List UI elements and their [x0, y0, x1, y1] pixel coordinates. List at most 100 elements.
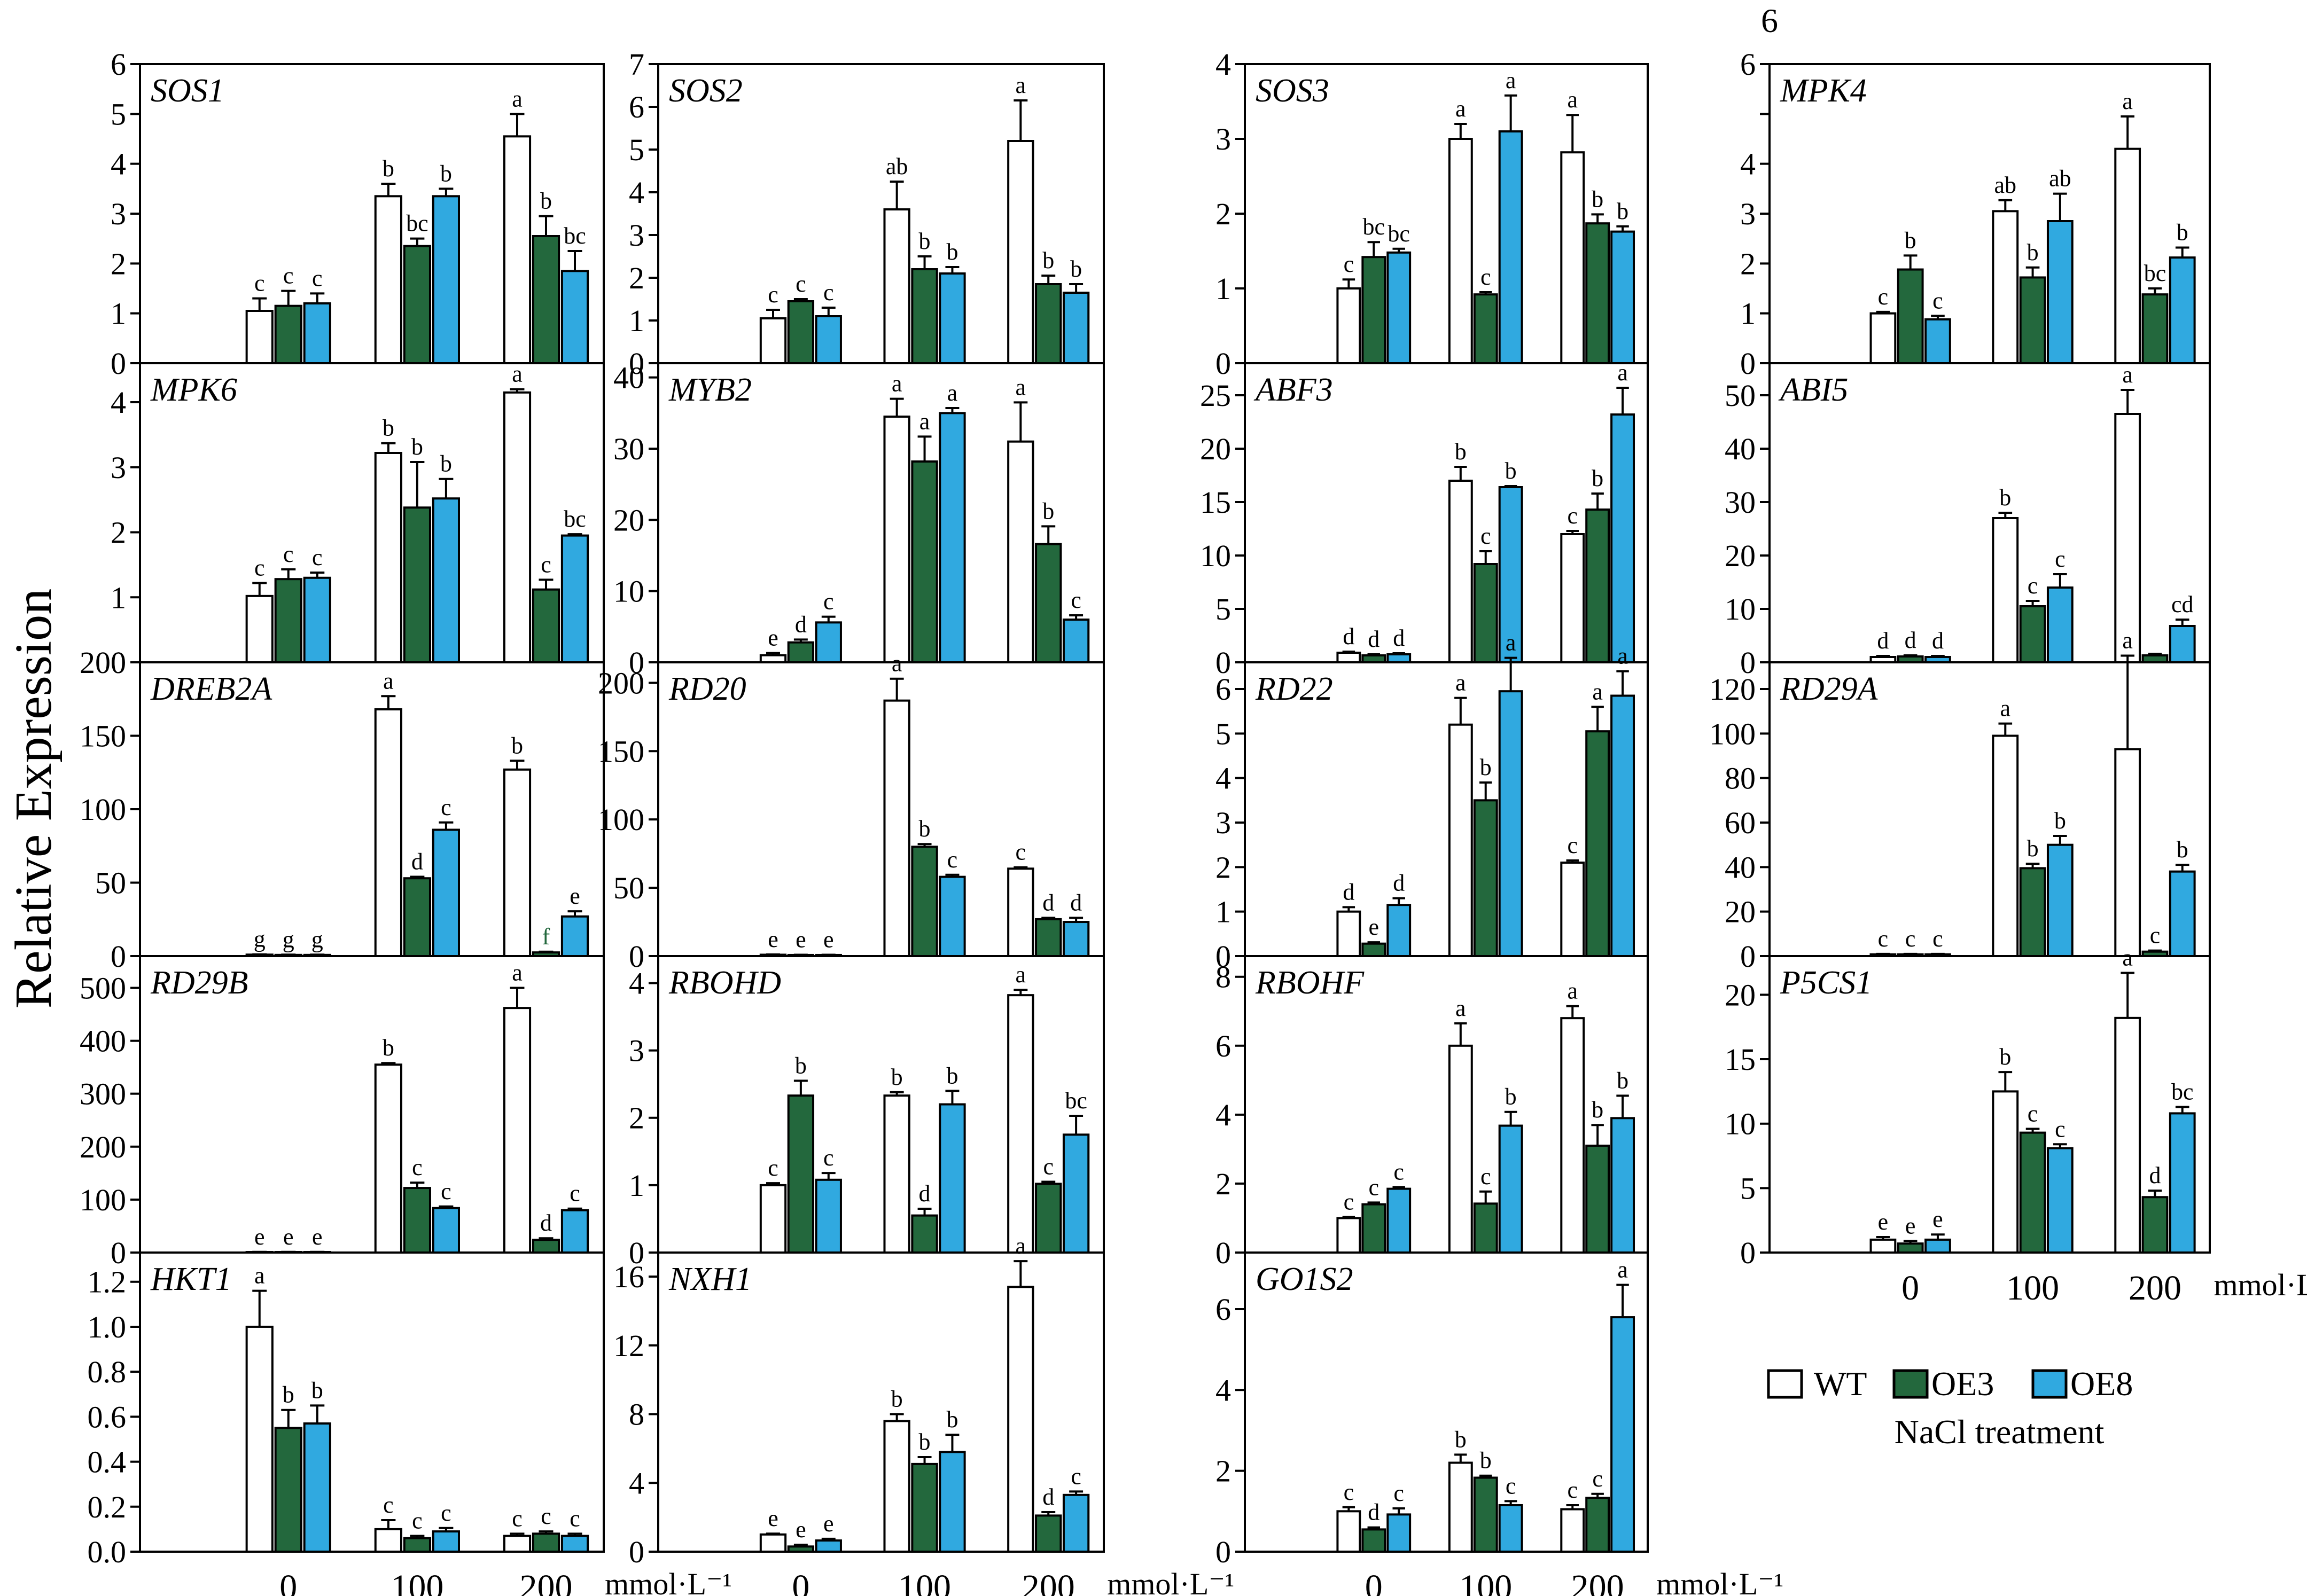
- bar-wt: [2114, 1016, 2141, 1254]
- bar-oe8: [1062, 619, 1090, 663]
- significance-label: d: [1070, 889, 1082, 916]
- bar-oe8: [1062, 921, 1090, 957]
- bar-oe8: [1062, 1133, 1090, 1254]
- y-tick-label: 0.8: [88, 1355, 127, 1389]
- significance-label: c: [412, 1154, 423, 1180]
- significance-label: a: [2122, 944, 2133, 971]
- significance-label: d: [919, 1180, 931, 1207]
- bar-oe3: [274, 1427, 302, 1553]
- y-tick-label: 100: [80, 792, 126, 827]
- y-tick-label: 40: [613, 361, 644, 395]
- y-tick-label: 0: [1215, 1535, 1231, 1569]
- bar-wt: [1007, 867, 1034, 957]
- significance-label: b: [1505, 1084, 1517, 1110]
- panel-frame: [1768, 955, 2211, 1254]
- significance-label: c: [1480, 523, 1491, 549]
- y-tick-label: 20: [1725, 895, 1756, 929]
- y-tick-label: 6: [1215, 672, 1231, 707]
- significance-label: a: [1506, 67, 1516, 93]
- y-tick-label: 4: [1215, 1373, 1231, 1407]
- bar-wt: [374, 1528, 402, 1553]
- significance-label: b: [1455, 439, 1467, 465]
- significance-label: c: [1567, 1477, 1578, 1503]
- significance-label: c: [1071, 1463, 1081, 1489]
- y-tick-label: 100: [80, 1183, 126, 1217]
- y-tick-label: 300: [80, 1077, 126, 1112]
- significance-label: d: [411, 849, 423, 875]
- panel-title: RD20: [668, 671, 746, 707]
- significance-label: e: [1878, 1209, 1889, 1235]
- significance-label: c: [823, 1145, 834, 1171]
- bar-oe3: [1585, 222, 1610, 364]
- bar-wt: [245, 1325, 274, 1553]
- significance-label: b: [411, 434, 423, 460]
- significance-label: c: [768, 1155, 778, 1181]
- x-category-label: 0: [279, 1568, 297, 1596]
- significance-label: c: [1043, 1154, 1054, 1180]
- y-tick-label: 0: [1740, 346, 1756, 381]
- bar-wt: [1336, 1510, 1361, 1553]
- significance-label: c: [1480, 264, 1491, 290]
- panel-frame: [139, 1251, 605, 1553]
- bar-oe3: [403, 877, 431, 957]
- bar-wt: [1336, 287, 1361, 364]
- panel-frame: [1768, 362, 2211, 663]
- panel-title: RD29A: [1780, 671, 1879, 707]
- bar-wt: [374, 708, 402, 957]
- significance-label: b: [440, 451, 452, 477]
- bar-oe8: [303, 576, 331, 663]
- bar-oe3: [911, 268, 938, 364]
- significance-label: b: [1070, 256, 1082, 282]
- bar-wt: [1560, 1508, 1585, 1553]
- y-tick-label: 0.4: [88, 1445, 127, 1480]
- y-tick-label: 3: [111, 450, 126, 485]
- significance-label: c: [541, 1503, 551, 1529]
- y-tick-label: 4: [1215, 47, 1231, 82]
- significance-label: d: [1042, 889, 1054, 916]
- y-tick-label: 10: [613, 574, 644, 609]
- significance-label: c: [823, 279, 834, 306]
- y-tick-label: 2: [629, 261, 644, 295]
- bar-oe3: [911, 846, 938, 958]
- bar-oe3: [1585, 730, 1610, 957]
- bar-wt: [2114, 147, 2141, 364]
- significance-label: e: [312, 1224, 323, 1250]
- bar-oe8: [939, 875, 966, 958]
- legend-swatch-oe3: [1892, 1369, 1929, 1399]
- significance-label: g: [283, 926, 294, 952]
- significance-label: e: [768, 926, 778, 952]
- significance-label: e: [570, 883, 580, 909]
- bar-oe3: [787, 1545, 815, 1553]
- bar-oe8: [432, 195, 460, 364]
- y-tick-label: 150: [80, 719, 126, 754]
- bar-oe3: [2141, 1196, 2169, 1254]
- y-tick-label: 15: [1200, 485, 1231, 520]
- bar-wt: [1992, 517, 2019, 663]
- bar-oe8: [1386, 653, 1412, 663]
- significance-label: b: [919, 228, 931, 254]
- y-tick-label: 6: [111, 47, 126, 82]
- y-tick-label: 1: [629, 303, 644, 338]
- bar-oe8: [2169, 870, 2196, 957]
- panel-title: SOS2: [669, 73, 743, 109]
- bar-oe8: [2046, 220, 2074, 364]
- bar-oe8: [2169, 256, 2196, 364]
- significance-label: c: [312, 265, 323, 291]
- bar-oe8: [432, 497, 460, 664]
- y-tick-label: 6: [1740, 47, 1756, 82]
- panel-title: RD22: [1255, 671, 1333, 707]
- bar-wt: [1007, 140, 1034, 364]
- significance-label: c: [254, 554, 265, 581]
- legend-label-oe3: OE3: [1931, 1365, 1994, 1403]
- y-tick-label: 2: [111, 246, 126, 281]
- y-tick-label: 0: [629, 1535, 644, 1569]
- bar-oe8: [1610, 1316, 1635, 1553]
- y-tick-label: 40: [1725, 432, 1756, 466]
- significance-label: e: [768, 1505, 778, 1531]
- bar-oe3: [274, 304, 302, 365]
- significance-label: c: [441, 1178, 451, 1204]
- y-tick-label: 1: [111, 580, 126, 615]
- y-tick-label: 3: [1740, 197, 1756, 231]
